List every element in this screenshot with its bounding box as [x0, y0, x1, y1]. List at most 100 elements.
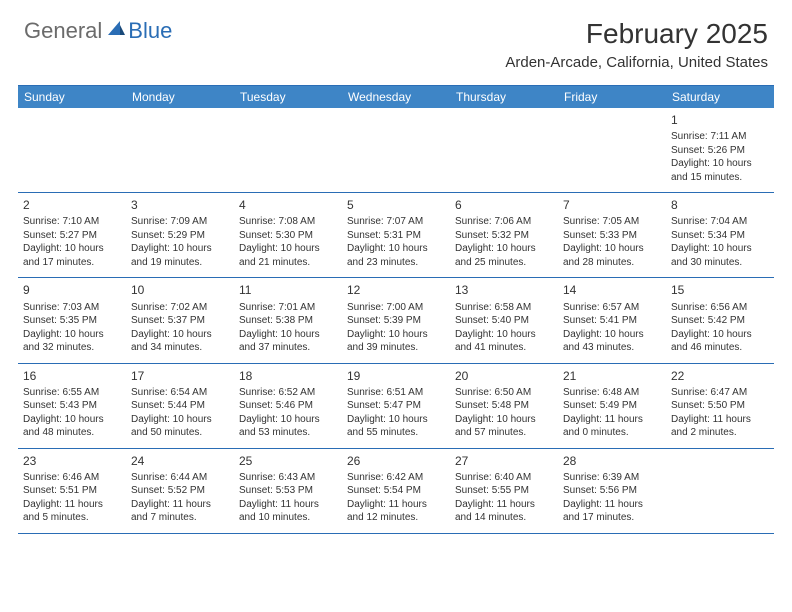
sunset-line: Sunset: 5:37 PM	[131, 314, 229, 328]
day-header: Tuesday	[234, 86, 342, 108]
empty-cell	[342, 108, 450, 192]
sunset-line: Sunset: 5:52 PM	[131, 484, 229, 498]
sunset-line: Sunset: 5:32 PM	[455, 229, 553, 243]
daylight-line: and 0 minutes.	[563, 426, 661, 440]
sunrise-line: Sunrise: 7:09 AM	[131, 215, 229, 229]
day-cell: 18Sunrise: 6:52 AMSunset: 5:46 PMDayligh…	[234, 364, 342, 448]
daylight-line: Daylight: 10 hours	[671, 328, 769, 342]
sunset-line: Sunset: 5:30 PM	[239, 229, 337, 243]
day-cell: 28Sunrise: 6:39 AMSunset: 5:56 PMDayligh…	[558, 449, 666, 533]
daylight-line: Daylight: 11 hours	[23, 498, 121, 512]
daylight-line: and 21 minutes.	[239, 256, 337, 270]
daylight-line: Daylight: 10 hours	[23, 328, 121, 342]
day-cell: 27 Sunrise: 6:40 AMSunset: 5:55 PMDayligh…	[450, 449, 558, 533]
sunrise-line: Sunrise: 6:47 AM	[671, 386, 769, 400]
day-cell: 14Sunrise: 6:57 AMSunset: 5:41 PMDayligh…	[558, 278, 666, 362]
sunset-line: Sunset: 5:56 PM	[563, 484, 661, 498]
day-cell: 5Sunrise: 7:07 AMSunset: 5:31 PMDaylight…	[342, 193, 450, 277]
sunset-line: Sunset: 5:47 PM	[347, 399, 445, 413]
daylight-line: and 10 minutes.	[239, 511, 337, 525]
daylight-line: Daylight: 10 hours	[23, 413, 121, 427]
calendar: Sunday Monday Tuesday Wednesday Thursday…	[18, 85, 774, 534]
daylight-line: and 48 minutes.	[23, 426, 121, 440]
day-header-row: Sunday Monday Tuesday Wednesday Thursday…	[18, 86, 774, 108]
day-number: 14	[563, 282, 661, 298]
sunset-line: Sunset: 5:50 PM	[671, 399, 769, 413]
sunrise-line: Sunrise: 6:43 AM	[239, 471, 337, 485]
day-cell: 10Sunrise: 7:02 AMSunset: 5:37 PMDayligh…	[126, 278, 234, 362]
daylight-line: and 17 minutes.	[563, 511, 661, 525]
sunset-line: Sunset: 5:26 PM	[671, 144, 769, 158]
sunrise-line: Sunrise: 6:51 AM	[347, 386, 445, 400]
sunrise-line: Sunrise: 7:01 AM	[239, 301, 337, 315]
sunrise-line: Sunrise: 6:57 AM	[563, 301, 661, 315]
daylight-line: and 39 minutes.	[347, 341, 445, 355]
daylight-line: Daylight: 10 hours	[347, 413, 445, 427]
day-number: 2	[23, 197, 121, 213]
day-cell: 7Sunrise: 7:05 AMSunset: 5:33 PMDaylight…	[558, 193, 666, 277]
sunset-line: Sunset: 5:40 PM	[455, 314, 553, 328]
day-number: 27	[455, 453, 553, 469]
month-title: February 2025	[505, 18, 768, 50]
day-cell: 21Sunrise: 6:48 AMSunset: 5:49 PMDayligh…	[558, 364, 666, 448]
daylight-line: Daylight: 10 hours	[131, 242, 229, 256]
day-cell: 4Sunrise: 7:08 AMSunset: 5:30 PMDaylight…	[234, 193, 342, 277]
daylight-line: and 19 minutes.	[131, 256, 229, 270]
day-number: 18	[239, 368, 337, 384]
day-number: 11	[239, 282, 337, 298]
day-number: 3	[131, 197, 229, 213]
week-row: 9Sunrise: 7:03 AMSunset: 5:35 PMDaylight…	[18, 278, 774, 363]
sunrise-line: Sunrise: 6:55 AM	[23, 386, 121, 400]
sunset-line: Sunset: 5:42 PM	[671, 314, 769, 328]
day-cell: 23Sunrise: 6:46 AMSunset: 5:51 PMDayligh…	[18, 449, 126, 533]
daylight-line: Daylight: 10 hours	[131, 413, 229, 427]
location: Arden-Arcade, California, United States	[505, 54, 768, 71]
daylight-line: and 28 minutes.	[563, 256, 661, 270]
sunrise-line: Sunrise: 6:42 AM	[347, 471, 445, 485]
sunset-line: Sunset: 5:27 PM	[23, 229, 121, 243]
day-cell: 20Sunrise: 6:50 AMSunset: 5:48 PMDayligh…	[450, 364, 558, 448]
daylight-line: Daylight: 10 hours	[347, 328, 445, 342]
day-cell: 19Sunrise: 6:51 AMSunset: 5:47 PMDayligh…	[342, 364, 450, 448]
daylight-line: Daylight: 11 hours	[239, 498, 337, 512]
daylight-line: and 17 minutes.	[23, 256, 121, 270]
logo-text-general: General	[24, 18, 102, 44]
sunset-line: Sunset: 5:35 PM	[23, 314, 121, 328]
week-row: 16Sunrise: 6:55 AMSunset: 5:43 PMDayligh…	[18, 364, 774, 449]
daylight-line: and 14 minutes.	[455, 511, 553, 525]
daylight-line: Daylight: 10 hours	[563, 242, 661, 256]
daylight-line: Daylight: 10 hours	[131, 328, 229, 342]
daylight-line: Daylight: 11 hours	[455, 498, 553, 512]
sunset-line: Sunset: 5:53 PM	[239, 484, 337, 498]
day-number: 21	[563, 368, 661, 384]
day-header: Saturday	[666, 86, 774, 108]
sunset-line: Sunset: 5:55 PM	[455, 484, 553, 498]
day-number: 22	[671, 368, 769, 384]
day-cell: 17Sunrise: 6:54 AMSunset: 5:44 PMDayligh…	[126, 364, 234, 448]
sunrise-line: Sunrise: 6:46 AM	[23, 471, 121, 485]
daylight-line: Daylight: 11 hours	[563, 413, 661, 427]
day-cell: 3Sunrise: 7:09 AMSunset: 5:29 PMDaylight…	[126, 193, 234, 277]
weeks-container: 1Sunrise: 7:11 AMSunset: 5:26 PMDaylight…	[18, 108, 774, 534]
daylight-line: Daylight: 10 hours	[455, 328, 553, 342]
day-number: 5	[347, 197, 445, 213]
daylight-line: Daylight: 10 hours	[23, 242, 121, 256]
sunrise-line: Sunrise: 6:40 AM	[455, 471, 553, 485]
logo: General Blue	[24, 18, 172, 44]
sunrise-line: Sunrise: 6:44 AM	[131, 471, 229, 485]
daylight-line: Daylight: 11 hours	[347, 498, 445, 512]
day-number: 9	[23, 282, 121, 298]
daylight-line: and 25 minutes.	[455, 256, 553, 270]
daylight-line: Daylight: 10 hours	[239, 413, 337, 427]
day-cell: 1Sunrise: 7:11 AMSunset: 5:26 PMDaylight…	[666, 108, 774, 192]
day-number: 20	[455, 368, 553, 384]
sunrise-line: Sunrise: 7:00 AM	[347, 301, 445, 315]
day-number: 10	[131, 282, 229, 298]
day-cell: 11Sunrise: 7:01 AMSunset: 5:38 PMDayligh…	[234, 278, 342, 362]
daylight-line: and 7 minutes.	[131, 511, 229, 525]
sunrise-line: Sunrise: 6:54 AM	[131, 386, 229, 400]
daylight-line: and 57 minutes.	[455, 426, 553, 440]
sunset-line: Sunset: 5:44 PM	[131, 399, 229, 413]
day-number: 12	[347, 282, 445, 298]
sunrise-line: Sunrise: 6:52 AM	[239, 386, 337, 400]
